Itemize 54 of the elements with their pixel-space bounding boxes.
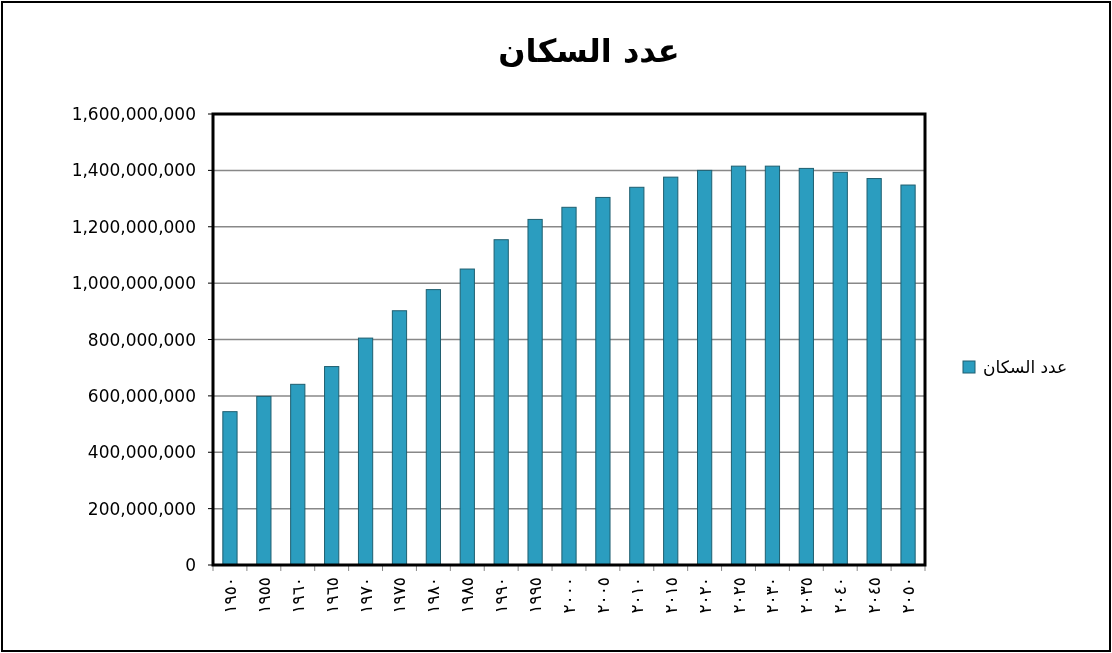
x-tick-label: ١٩٥٠ xyxy=(219,577,240,614)
bar xyxy=(324,366,340,566)
y-tick-label: 600,000,000 xyxy=(87,385,196,406)
y-tick-label: 1,400,000,000 xyxy=(71,160,196,181)
x-tick-label: ٢٠٠٠ xyxy=(559,577,579,614)
bar xyxy=(866,178,882,566)
x-tick-label: ١٩٩٥ xyxy=(525,577,546,614)
bar xyxy=(493,239,509,566)
bar xyxy=(459,268,475,566)
bar xyxy=(425,289,441,566)
y-tick-label: 200,000,000 xyxy=(87,498,196,519)
x-tick-label: ٢٠٥٠ xyxy=(898,577,919,614)
y-tick-label: 1,000,000,000 xyxy=(71,273,196,294)
legend-label: عدد السكان xyxy=(983,357,1068,377)
chart-title: عدد السكان xyxy=(498,32,680,70)
x-tick-label: ١٩٧٥ xyxy=(389,577,410,614)
x-tick-label: ٢٠٠٥ xyxy=(592,577,613,614)
x-tick-label: ٢٠٤٥ xyxy=(864,577,885,614)
x-tick-label: ٢٠١٠ xyxy=(626,577,647,614)
x-tick-label: ١٩٧٠ xyxy=(355,577,376,614)
y-tick-label: 1,600,000,000 xyxy=(71,104,196,124)
x-tick-label: ٢٠٣٠ xyxy=(762,577,783,614)
bar xyxy=(764,165,781,566)
x-tick-label: ٢٠٤٠ xyxy=(830,577,851,614)
bar xyxy=(256,395,272,566)
x-tick-label: ٢٠٣٥ xyxy=(796,577,817,614)
bar xyxy=(629,186,645,566)
x-tick-label: ٢٠٢٥ xyxy=(728,577,749,614)
x-tick-label: ١٩٦٠ xyxy=(287,577,308,614)
bar xyxy=(595,196,611,566)
x-tick-label: ١٩٥٥ xyxy=(253,577,274,614)
x-tick-label: ١٩٩٠ xyxy=(491,577,512,614)
bar xyxy=(832,171,848,566)
x-tick-label: ١٩٨٠ xyxy=(423,577,444,614)
bar xyxy=(900,184,916,566)
bar xyxy=(357,337,374,566)
bar xyxy=(290,383,306,566)
x-tick-label: ١٩٦٥ xyxy=(321,577,342,614)
bar xyxy=(697,169,713,566)
bar xyxy=(222,411,238,566)
x-tick-label: ١٩٨٥ xyxy=(457,577,478,614)
y-tick-label: 400,000,000 xyxy=(87,442,196,463)
bar xyxy=(527,218,543,566)
bar xyxy=(663,176,679,566)
bar xyxy=(730,165,747,566)
x-tick-label: ٢٠١٥ xyxy=(660,577,681,614)
y-tick-label: 1,200,000,000 xyxy=(71,216,196,237)
x-tick-label: ٢٠٢٠ xyxy=(694,577,715,614)
bar xyxy=(798,167,814,566)
legend-item: عدد السكان xyxy=(962,357,1068,377)
y-tick-label: 800,000,000 xyxy=(87,329,196,350)
y-tick-label: 0 xyxy=(185,555,196,575)
bar xyxy=(561,206,577,566)
bar xyxy=(391,310,408,566)
